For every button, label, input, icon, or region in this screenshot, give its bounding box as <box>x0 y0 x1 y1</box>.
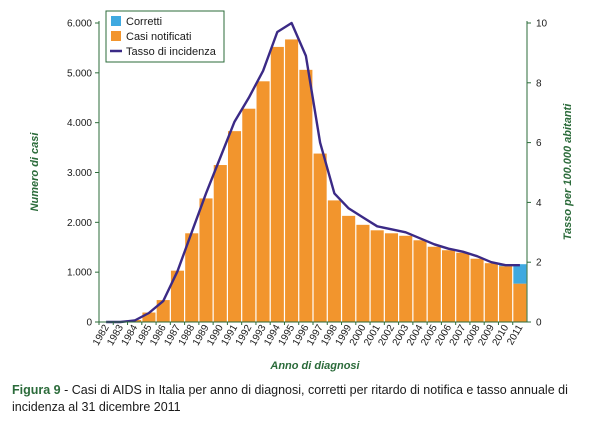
bar-casi-2003 <box>399 235 413 322</box>
y2-tick-label: 0 <box>536 318 542 329</box>
bar-casi-1998 <box>327 200 341 322</box>
bar-casi-1993 <box>256 81 270 323</box>
bar-casi-2001 <box>370 230 384 322</box>
bar-casi-1996 <box>299 69 313 323</box>
x-tick-label: 2011 <box>505 323 525 348</box>
legend-swatch-corretti <box>111 16 121 26</box>
y2-tick-label: 10 <box>536 19 548 30</box>
legend-label-tasso: Tasso di incidenza <box>126 46 217 58</box>
bar-casi-2000 <box>356 224 370 322</box>
y-axis-title: Numero di casi <box>29 132 41 212</box>
bar-casi-1988 <box>185 233 199 322</box>
y2-tick-label: 8 <box>536 78 542 89</box>
bar-casi-1997 <box>313 153 327 322</box>
figure-caption-label: Figura 9 <box>12 383 61 397</box>
bar-casi-2010 <box>499 266 513 322</box>
bar-casi-1994 <box>270 46 284 323</box>
bar-casi-1990 <box>213 165 227 322</box>
bar-corretti-2011 <box>513 264 527 284</box>
y2-axis-title: Tasso per 100.000 abitanti <box>562 103 574 240</box>
bar-casi-1987 <box>170 270 184 322</box>
x-axis-title: Anno di diagnosi <box>269 360 360 372</box>
bar-casi-2006 <box>442 250 456 322</box>
rate-line <box>106 21 520 324</box>
y-tick-label: 2.000 <box>67 218 92 229</box>
bar-casi-1989 <box>199 198 213 322</box>
bar-casi-1985 <box>142 312 156 322</box>
rate-line-layer <box>106 21 520 324</box>
bar-casi-2008 <box>470 258 484 322</box>
legend-swatch-casi <box>111 31 121 41</box>
figure-caption: Figura 9 - Casi di AIDS in Italia per an… <box>12 382 592 416</box>
legend: Corretti Casi notificati Tasso di incide… <box>105 10 225 63</box>
y-tick-label: 5.000 <box>67 68 92 79</box>
legend-label-corretti: Corretti <box>126 16 162 28</box>
bar-casi-1992 <box>242 108 256 322</box>
chart: 01.0002.0003.0004.0005.0006.000024681019… <box>29 10 574 372</box>
y2-tick-label: 2 <box>536 258 542 269</box>
y-tick-label: 3.000 <box>67 168 92 179</box>
y-tick-label: 4.000 <box>67 118 92 129</box>
figure-caption-text: - Casi di AIDS in Italia per anno di dia… <box>12 383 568 414</box>
bar-casi-2002 <box>384 233 398 322</box>
bar-casi-1995 <box>285 39 299 322</box>
bar-casi-1991 <box>228 131 242 322</box>
y-tick-label: 0 <box>86 318 92 329</box>
bar-casi-1986 <box>156 300 170 322</box>
legend-box <box>105 10 225 63</box>
y-tick-label: 1.000 <box>67 268 92 279</box>
bar-casi-2011 <box>513 283 527 322</box>
bar-casi-2007 <box>456 252 470 322</box>
legend-label-casi: Casi notificati <box>126 31 191 43</box>
y2-tick-label: 6 <box>536 138 542 149</box>
bar-casi-1999 <box>342 215 356 322</box>
axes-layer: 01.0002.0003.0004.0005.0006.000024681019… <box>67 19 548 348</box>
bar-casi-2005 <box>427 246 441 322</box>
y2-tick-label: 4 <box>536 198 542 209</box>
bar-casi-2004 <box>413 240 427 322</box>
bars-layer <box>99 39 527 323</box>
bar-casi-2009 <box>484 263 498 322</box>
y-tick-label: 6.000 <box>67 19 92 30</box>
